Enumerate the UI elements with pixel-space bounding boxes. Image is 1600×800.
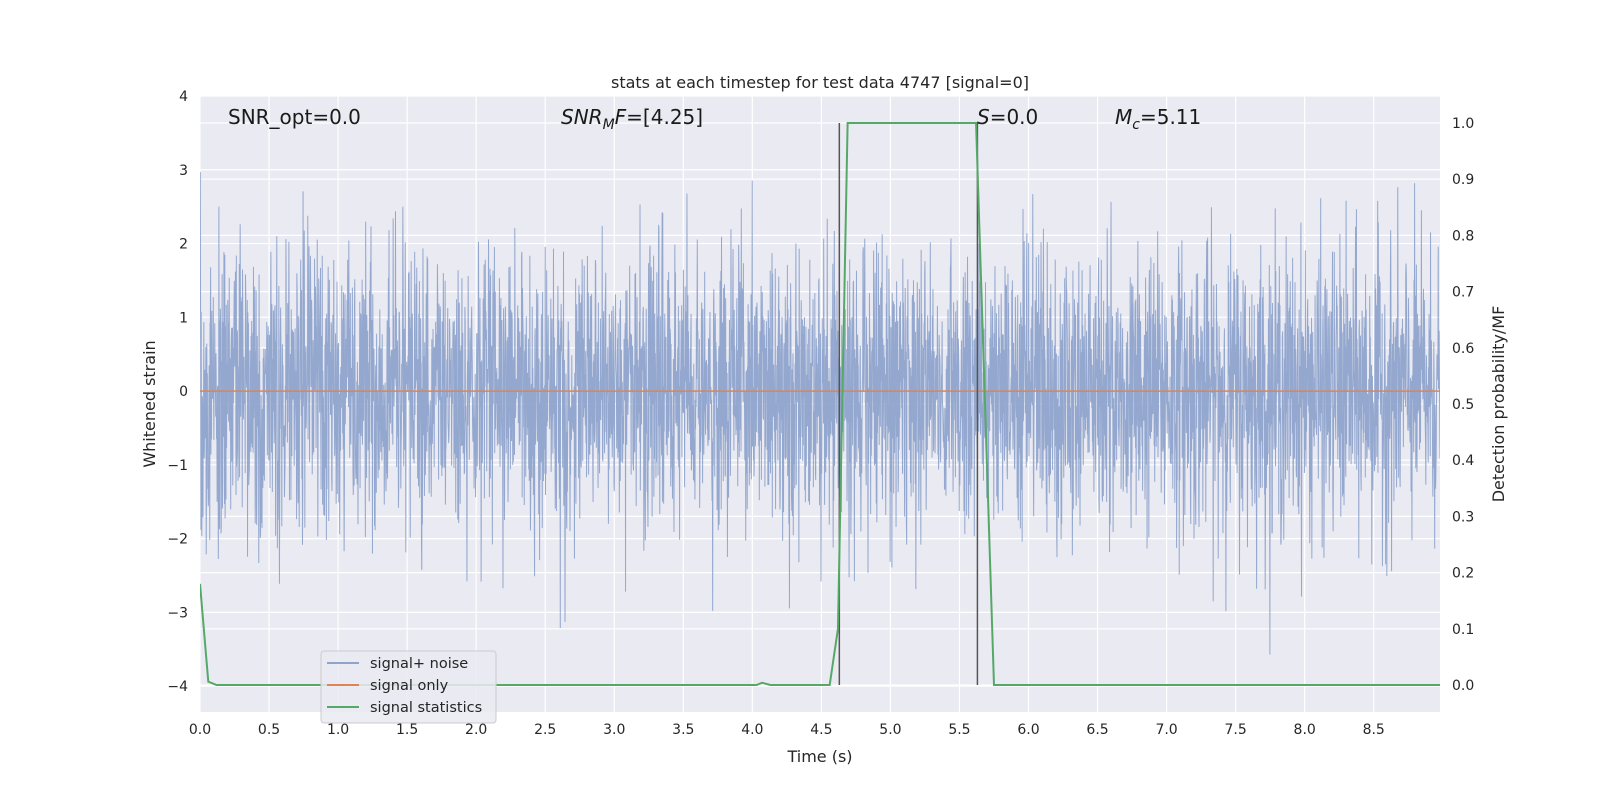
left-y-tick-label: 1 [179,310,188,326]
right-y-tick-label: 0.8 [1452,228,1474,244]
legend: signal+ noise signal only signal statist… [320,650,497,724]
x-tick-label: 2.0 [465,722,487,738]
chart-title: stats at each timestep for test data 474… [611,73,1029,92]
x-tick-label: 2.5 [534,722,556,738]
series-signal-noise [200,172,1440,655]
y-axis-label-right: Detection probability/MF [1489,306,1508,503]
left-y-tick-label: 3 [179,163,188,179]
right-y-tick-label: 0.2 [1452,566,1474,582]
x-tick-label: 5.5 [948,722,970,738]
mc-subscript: c [1132,117,1140,133]
right-y-tick-label: 0.7 [1452,285,1474,301]
left-y-tick-label: −3 [167,605,188,621]
right-y-tick-label: 0.1 [1452,622,1474,638]
legend-box [320,650,497,724]
x-tick-labels: 0.0 0.5 1.0 1.5 2.0 2.5 3.0 3.5 4.0 4.5 5.0 5.5 6.0 6… [189,722,1385,738]
right-y-tick-labels: 0.0 0.1 0.2 0.3 0.4 0.5 0.6 0.7 0.8 0.9 1.0 [1452,116,1474,694]
mc-value: =5.11 [1140,105,1201,129]
right-y-tick-label: 0.4 [1452,453,1474,469]
right-y-tick-label: 0.3 [1452,509,1474,525]
left-y-tick-label: 4 [179,89,188,105]
x-tick-label: 4.0 [741,722,763,738]
left-y-tick-label: −1 [167,458,188,474]
y-axis-label-left: Whitened strain [140,340,159,467]
snr-mf-value: =[4.25] [626,105,703,129]
annotation-snr-mf: SNRMF=[4.25] [561,105,703,133]
mc-symbol: M [1115,105,1132,129]
x-axis-label: Time (s) [786,747,852,766]
left-y-tick-label: −2 [167,532,188,548]
x-tick-label: 7.0 [1155,722,1177,738]
x-tick-label: 4.5 [810,722,832,738]
left-y-tick-label: 2 [179,237,188,253]
legend-label-signal-statistics: signal statistics [370,700,482,716]
x-tick-label: 5.0 [879,722,901,738]
left-y-tick-label: 0 [179,384,188,400]
snr-mf-symbol-2: F [615,105,627,129]
right-y-tick-label: 0.9 [1452,172,1474,188]
right-y-tick-label: 0.0 [1452,678,1474,694]
right-y-tick-label: 1.0 [1452,116,1474,132]
x-tick-label: 6.5 [1086,722,1108,738]
left-y-tick-labels: −4 −3 −2 −1 0 1 2 3 4 [167,89,188,695]
x-tick-label: 1.0 [327,722,349,738]
legend-label-signal-noise: signal+ noise [370,656,468,672]
x-tick-label: 0.5 [258,722,280,738]
x-tick-label: 8.5 [1363,722,1385,738]
x-tick-label: 0.0 [189,722,211,738]
x-tick-label: 8.0 [1294,722,1316,738]
right-y-tick-label: 0.6 [1452,341,1474,357]
x-tick-label: 7.5 [1225,722,1247,738]
x-tick-label: 3.5 [672,722,694,738]
right-y-tick-label: 0.5 [1452,397,1474,413]
x-tick-label: 6.0 [1017,722,1039,738]
snr-mf-symbol: SNR [561,105,603,129]
annotation-mc: Mc=5.11 [1115,105,1201,133]
legend-label-signal-only: signal only [370,678,449,694]
snr-mf-subscript: M [603,117,615,133]
left-y-tick-label: −4 [167,679,188,695]
s-value: =0.0 [990,105,1039,129]
s-symbol: S [977,105,990,129]
x-tick-label: 1.5 [396,722,418,738]
annotation-s: S=0.0 [977,105,1038,129]
annotation-snr-opt: SNR_opt=0.0 [228,105,361,129]
x-tick-label: 3.0 [603,722,625,738]
